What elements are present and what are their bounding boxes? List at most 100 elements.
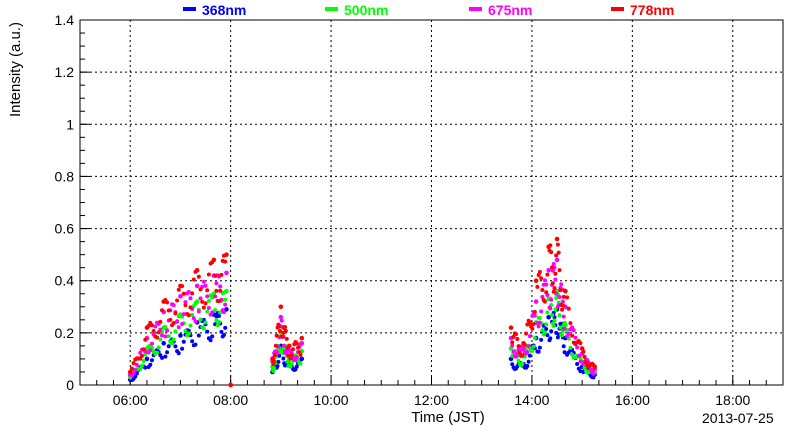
data-point-778nm: [285, 346, 290, 351]
data-point-500nm: [188, 323, 193, 328]
data-point-368nm: [193, 342, 198, 347]
data-point-368nm: [161, 340, 166, 346]
y-tick-label: 0.4: [55, 273, 75, 289]
data-point-368nm: [180, 346, 185, 351]
data-point-778nm: [278, 304, 284, 310]
data-point-778nm: [146, 323, 151, 328]
series-500nm: [127, 288, 597, 388]
data-point-778nm: [550, 265, 555, 270]
data-point-778nm: [557, 268, 562, 273]
data-point-675nm: [559, 282, 564, 287]
data-point-778nm: [551, 289, 556, 294]
data-point-675nm: [193, 319, 198, 324]
data-point-675nm: [566, 331, 571, 336]
data-point-675nm: [571, 328, 576, 333]
data-point-500nm: [553, 307, 558, 312]
data-point-675nm: [539, 309, 544, 314]
data-point-500nm: [532, 336, 537, 341]
data-point-675nm: [282, 343, 287, 348]
data-point-778nm: [190, 291, 195, 296]
data-point-778nm: [284, 336, 289, 341]
data-point-368nm: [186, 328, 191, 333]
data-point-500nm: [552, 318, 557, 323]
data-point-778nm: [216, 299, 221, 304]
data-point-500nm: [158, 337, 163, 342]
data-point-675nm: [153, 324, 158, 329]
data-point-778nm: [223, 259, 228, 264]
data-point-778nm: [517, 350, 522, 355]
data-point-778nm: [562, 288, 567, 293]
data-point-778nm: [272, 353, 277, 358]
y-tick-label: 1.2: [55, 64, 75, 80]
data-point-500nm: [190, 312, 195, 317]
data-point-675nm: [175, 319, 180, 324]
data-point-675nm: [520, 347, 525, 352]
data-point-500nm: [520, 361, 525, 366]
data-point-675nm: [557, 294, 562, 299]
x-tick-label: 06:00: [113, 392, 148, 408]
data-point-675nm: [188, 296, 193, 301]
data-point-500nm: [154, 350, 159, 355]
data-point-778nm: [554, 236, 560, 242]
data-point-778nm: [299, 335, 305, 341]
data-point-675nm: [210, 310, 215, 315]
x-tick-label: 18:00: [715, 392, 750, 408]
data-point-675nm: [548, 306, 553, 311]
data-point-675nm: [191, 316, 196, 321]
data-point-500nm: [557, 313, 562, 318]
data-point-778nm: [537, 269, 542, 274]
data-point-500nm: [570, 352, 575, 357]
data-point-675nm: [275, 350, 280, 355]
legend-swatch-778nm: [611, 7, 624, 12]
legend-swatch-675nm: [469, 7, 482, 12]
data-point-368nm: [221, 333, 226, 338]
data-point-675nm: [554, 257, 560, 263]
data-point-778nm: [198, 287, 203, 292]
data-point-778nm: [556, 250, 561, 255]
data-point-368nm: [561, 344, 566, 349]
legend-item-368nm: 368nm: [183, 2, 246, 18]
data-point-368nm: [134, 371, 139, 376]
y-tick-label: 0.8: [55, 168, 75, 184]
data-point-500nm: [206, 298, 211, 303]
data-point-778nm: [201, 305, 206, 310]
data-point-675nm: [526, 344, 531, 349]
data-point-778nm: [274, 333, 279, 338]
data-point-778nm: [160, 308, 165, 313]
legend-item-500nm: 500nm: [325, 2, 388, 18]
data-point-778nm: [524, 331, 529, 336]
data-point-675nm: [183, 300, 188, 305]
data-point-500nm: [537, 315, 542, 320]
data-point-675nm: [163, 334, 168, 339]
data-point-778nm: [228, 382, 233, 388]
data-point-368nm: [163, 354, 168, 359]
x-tick-label: 08:00: [213, 392, 248, 408]
data-point-778nm: [218, 288, 223, 293]
data-point-368nm: [281, 356, 286, 361]
data-point-368nm: [190, 339, 195, 344]
data-point-368nm: [216, 313, 221, 318]
data-point-675nm: [171, 303, 176, 308]
data-point-368nm: [537, 345, 542, 350]
data-point-500nm: [170, 341, 175, 346]
data-point-675nm: [160, 333, 165, 338]
data-point-778nm: [591, 362, 596, 367]
data-point-500nm: [288, 364, 293, 369]
data-point-368nm: [527, 353, 532, 358]
data-point-500nm: [221, 290, 226, 295]
data-point-675nm: [293, 358, 298, 363]
data-point-778nm: [277, 324, 282, 329]
data-point-500nm: [193, 301, 198, 306]
data-point-500nm: [186, 331, 191, 336]
data-point-500nm: [289, 361, 294, 366]
y-tick-label: 0.2: [55, 325, 75, 341]
data-point-778nm: [558, 288, 563, 293]
data-point-778nm: [520, 353, 525, 358]
data-point-778nm: [129, 366, 134, 371]
legend-item-778nm: 778nm: [611, 2, 674, 18]
data-point-500nm: [201, 326, 206, 331]
data-point-675nm: [213, 294, 218, 299]
data-point-368nm: [223, 325, 228, 330]
data-point-368nm: [546, 314, 551, 320]
x-tick-label: 12:00: [414, 392, 449, 408]
